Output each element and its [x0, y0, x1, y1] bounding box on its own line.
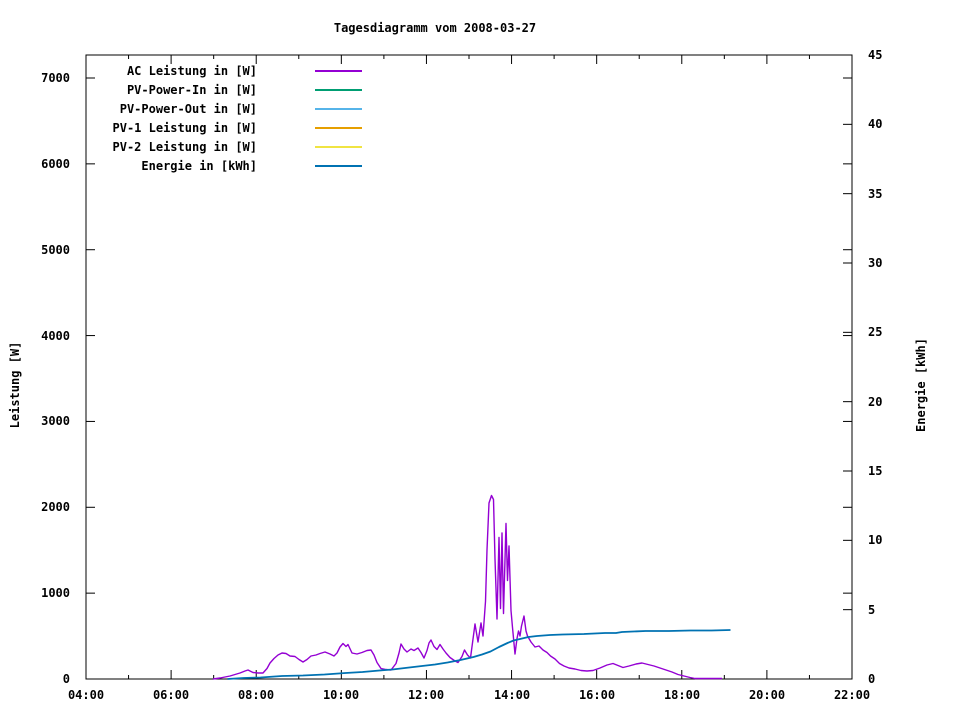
y1-tick-label: 6000 — [41, 157, 70, 171]
y1-tick-label: 3000 — [41, 414, 70, 428]
y2-tick-label: 15 — [868, 464, 883, 478]
x-tick-label: 06:00 — [152, 688, 190, 702]
x-tick-label: 08:00 — [237, 688, 275, 702]
y1-tick-label: 1000 — [41, 586, 70, 600]
legend-label-pv-power-in-in-w: PV-Power-In in [W] — [126, 83, 257, 97]
x-tick-label: 20:00 — [748, 688, 786, 702]
y2-tick-label: 25 — [868, 325, 883, 339]
x-tick-label: 18:00 — [663, 688, 701, 702]
y2-tick-label: 10 — [868, 533, 883, 547]
y2-tick-label: 5 — [868, 603, 876, 617]
y1-tick-label: 0 — [62, 672, 70, 686]
series-line-energie-in-kwh — [227, 629, 731, 680]
y2-tick-label: 40 — [868, 117, 883, 131]
x-tick-label: 16:00 — [578, 688, 616, 702]
legend-label-energie-in-kwh: Energie in [kWh] — [141, 159, 257, 173]
series-line-ac-leistung-in-w — [212, 494, 722, 680]
y1-tick-label: 4000 — [41, 329, 70, 343]
y2-tick-label: 30 — [868, 256, 883, 270]
y1-tick-label: 2000 — [41, 500, 70, 514]
legend-label-ac-leistung-in-w: AC Leistung in [W] — [126, 64, 257, 78]
y2-tick-label: 0 — [868, 672, 876, 686]
chart-title: Tagesdiagramm vom 2008-03-27 — [333, 21, 537, 35]
x-tick-label: 10:00 — [322, 688, 360, 702]
legend-label-pv-1-leistung-in-w: PV-1 Leistung in [W] — [112, 121, 258, 135]
x-tick-label: 14:00 — [493, 688, 531, 702]
legend-label-pv-power-out-in-w: PV-Power-Out in [W] — [119, 102, 257, 116]
y1-tick-label: 7000 — [41, 71, 70, 85]
legend-label-pv-2-leistung-in-w: PV-2 Leistung in [W] — [112, 140, 258, 154]
y2-tick-label: 20 — [868, 395, 883, 409]
y2-tick-label: 45 — [868, 48, 883, 62]
y1-tick-label: 5000 — [41, 243, 70, 257]
x-tick-label: 04:00 — [67, 688, 105, 702]
x-tick-label: 12:00 — [407, 688, 445, 702]
y2-tick-label: 35 — [868, 187, 883, 201]
x-tick-label: 22:00 — [833, 688, 871, 702]
